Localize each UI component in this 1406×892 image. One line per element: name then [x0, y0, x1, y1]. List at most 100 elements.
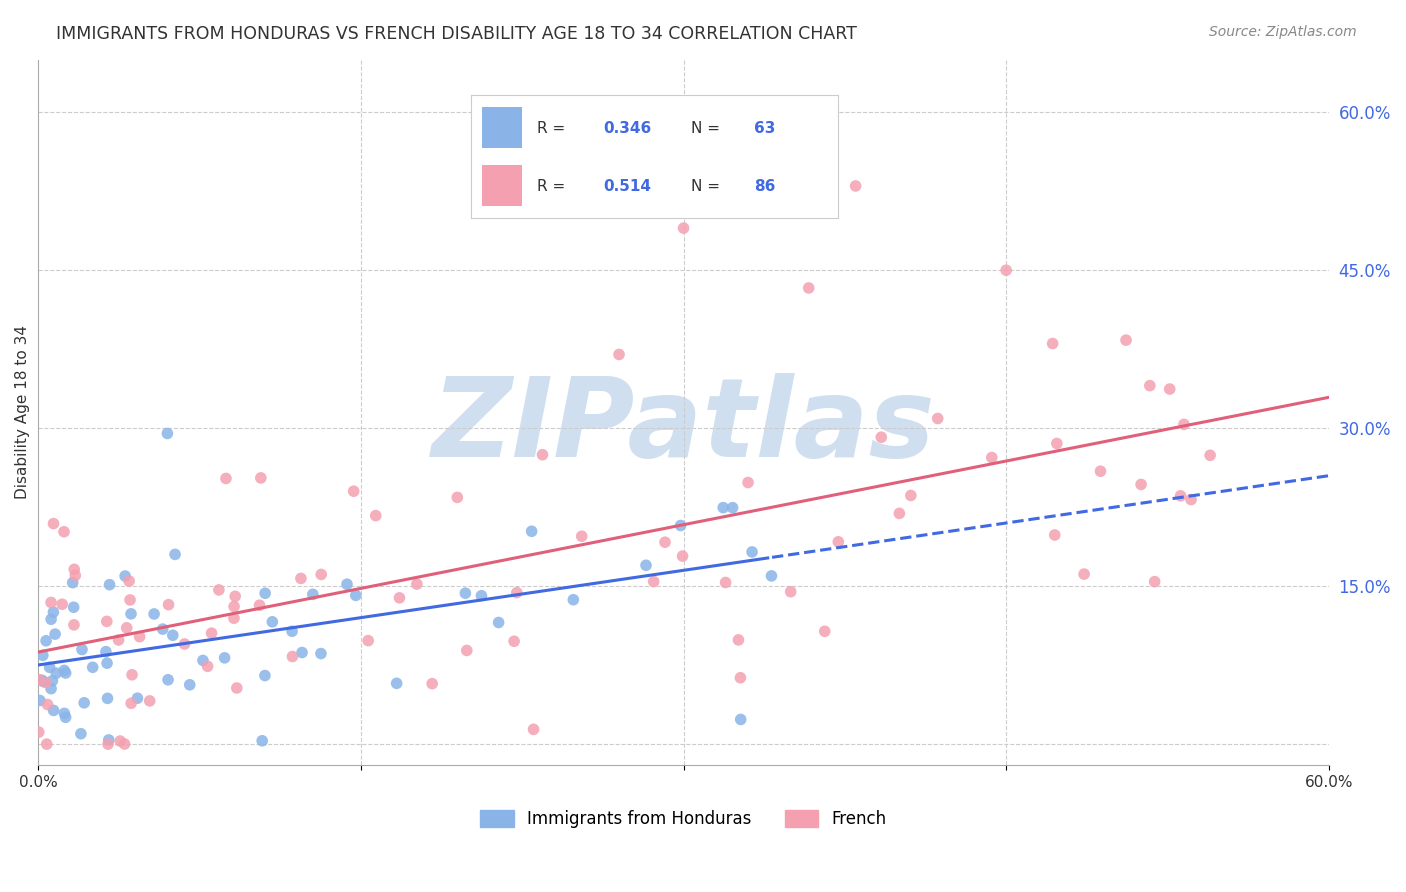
Point [107, 633, 129, 648]
Point [302, 587, 325, 601]
Point [152, 622, 174, 636]
Point [44, 627, 66, 641]
Point [562, 592, 585, 607]
Point [197, 659, 219, 673]
Point [364, 508, 387, 523]
Point [669, 518, 692, 533]
Point [39, 681, 62, 696]
Point [39, 612, 62, 626]
Point [120, 696, 142, 710]
Point [97, 737, 120, 751]
Point [446, 491, 468, 505]
Point [607, 347, 630, 361]
Point [520, 524, 543, 539]
Point [35, 633, 58, 648]
Point [138, 694, 160, 708]
Point [741, 545, 763, 559]
Point [309, 567, 332, 582]
Point [1115, 333, 1137, 347]
Point [249, 599, 271, 613]
Point [65, 568, 87, 582]
Point [62, 575, 84, 590]
Point [42, 605, 65, 619]
Point [62, 600, 84, 615]
Point [671, 549, 693, 563]
Point [290, 571, 312, 585]
Point [53, 706, 76, 721]
Point [97, 733, 120, 747]
Point [1043, 528, 1066, 542]
Point [254, 586, 277, 600]
Point [96, 615, 118, 629]
Point [39, 595, 62, 609]
Point [28, 693, 51, 707]
Point [73, 696, 96, 710]
Point [488, 615, 510, 630]
Point [870, 430, 893, 444]
Point [222, 599, 245, 614]
Point [714, 575, 737, 590]
Point [224, 590, 246, 604]
Point [179, 678, 201, 692]
Point [35, 675, 58, 690]
Point [343, 484, 366, 499]
Point [980, 450, 1002, 465]
Point [814, 624, 837, 639]
Point [157, 673, 180, 687]
Point [120, 607, 142, 621]
Point [730, 671, 752, 685]
Point [1073, 567, 1095, 582]
Point [506, 585, 529, 599]
Point [309, 647, 332, 661]
Point [82, 660, 104, 674]
Point [1199, 448, 1222, 462]
Point [94, 645, 117, 659]
Point [191, 653, 214, 667]
Point [634, 558, 657, 573]
Point [96, 691, 118, 706]
Point [344, 588, 367, 602]
Point [37, 698, 59, 712]
Point [55, 710, 77, 724]
Point [779, 584, 801, 599]
Point [55, 666, 77, 681]
Point [262, 615, 284, 629]
Point [114, 737, 136, 751]
Point [1090, 464, 1112, 478]
Point [761, 569, 783, 583]
Point [214, 650, 236, 665]
Point [357, 633, 380, 648]
Point [503, 634, 526, 648]
Point [727, 632, 749, 647]
Point [420, 676, 443, 690]
Point [281, 624, 304, 639]
Point [571, 529, 593, 543]
Point [51, 597, 73, 611]
Point [385, 676, 408, 690]
Point [1170, 489, 1192, 503]
Point [41, 673, 63, 688]
Point [1130, 477, 1153, 491]
Point [127, 691, 149, 706]
Point [900, 488, 922, 502]
Point [405, 577, 427, 591]
Point [31, 648, 53, 663]
Point [28, 673, 51, 687]
Point [53, 664, 76, 678]
Point [250, 733, 273, 747]
Text: IMMIGRANTS FROM HONDURAS VS FRENCH DISABILITY AGE 18 TO 34 CORRELATION CHART: IMMIGRANTS FROM HONDURAS VS FRENCH DISAB… [56, 25, 858, 43]
Point [53, 524, 76, 539]
Point [45, 666, 67, 681]
Point [173, 637, 195, 651]
Point [118, 593, 141, 607]
Text: ZIPatlas: ZIPatlas [432, 373, 935, 480]
Point [42, 703, 65, 717]
Point [454, 586, 477, 600]
Point [845, 178, 868, 193]
Point [643, 574, 665, 589]
Point [42, 516, 65, 531]
Point [388, 591, 411, 605]
Point [70, 727, 93, 741]
Point [253, 668, 276, 682]
Y-axis label: Disability Age 18 to 34: Disability Age 18 to 34 [15, 326, 30, 500]
